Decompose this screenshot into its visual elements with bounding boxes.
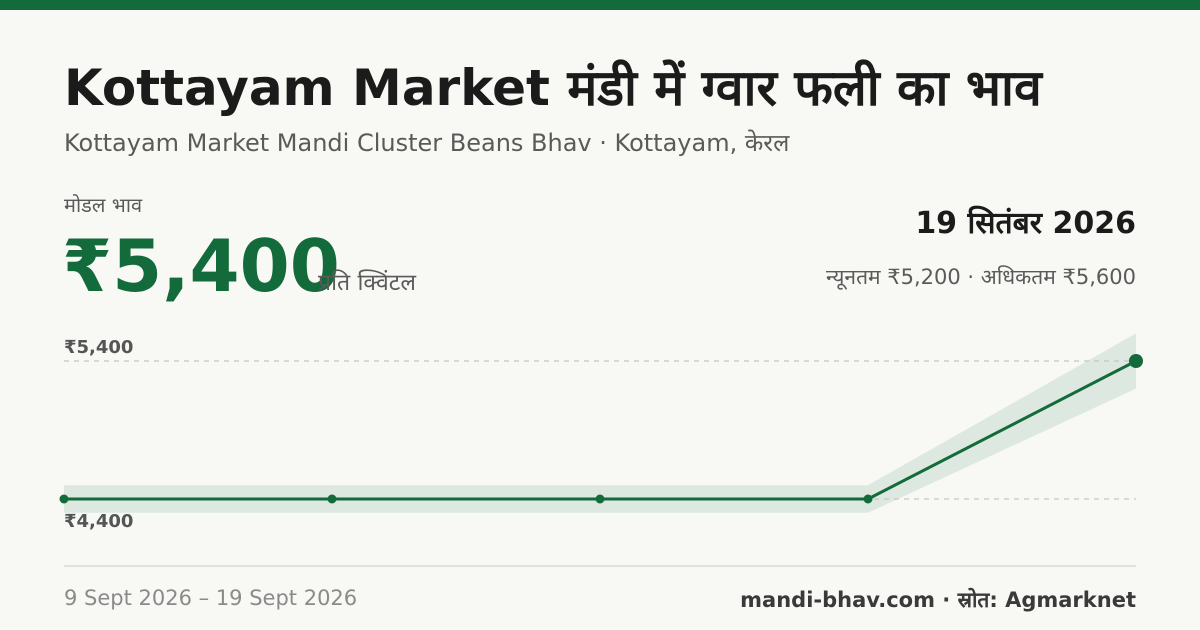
footer-divider [64, 565, 1136, 567]
data-point [327, 494, 337, 504]
data-point [59, 494, 69, 504]
latest-price-point [1129, 354, 1143, 368]
price-trend-chart: ₹5,400 ₹4,400 [59, 333, 1143, 532]
price-min-max-range: न्यूनतम ₹5,200 · अधिकतम ₹5,600 [826, 265, 1136, 289]
page-title: Kottayam Market मंडी में ग्वार फली का भा… [64, 59, 1042, 117]
price-date: 19 सितंबर 2026 [915, 206, 1136, 241]
data-point [595, 494, 605, 504]
price-unit: प्रति क्विंटल [318, 270, 416, 296]
price-range-band [64, 333, 1136, 513]
modal-price-label: मोडल भाव [64, 193, 143, 217]
y-tick-label: ₹4,400 [64, 511, 133, 532]
footer-source: mandi-bhav.com · स्रोत: Agmarknet [740, 588, 1136, 612]
data-point [863, 494, 873, 504]
y-tick-label: ₹5,400 [64, 337, 133, 358]
top-accent-bar [0, 0, 1200, 10]
footer-date-range: 9 Sept 2026 – 19 Sept 2026 [64, 586, 358, 610]
page-subtitle: Kottayam Market Mandi Cluster Beans Bhav… [64, 129, 790, 157]
modal-price-value: ₹5,400 [62, 224, 340, 308]
